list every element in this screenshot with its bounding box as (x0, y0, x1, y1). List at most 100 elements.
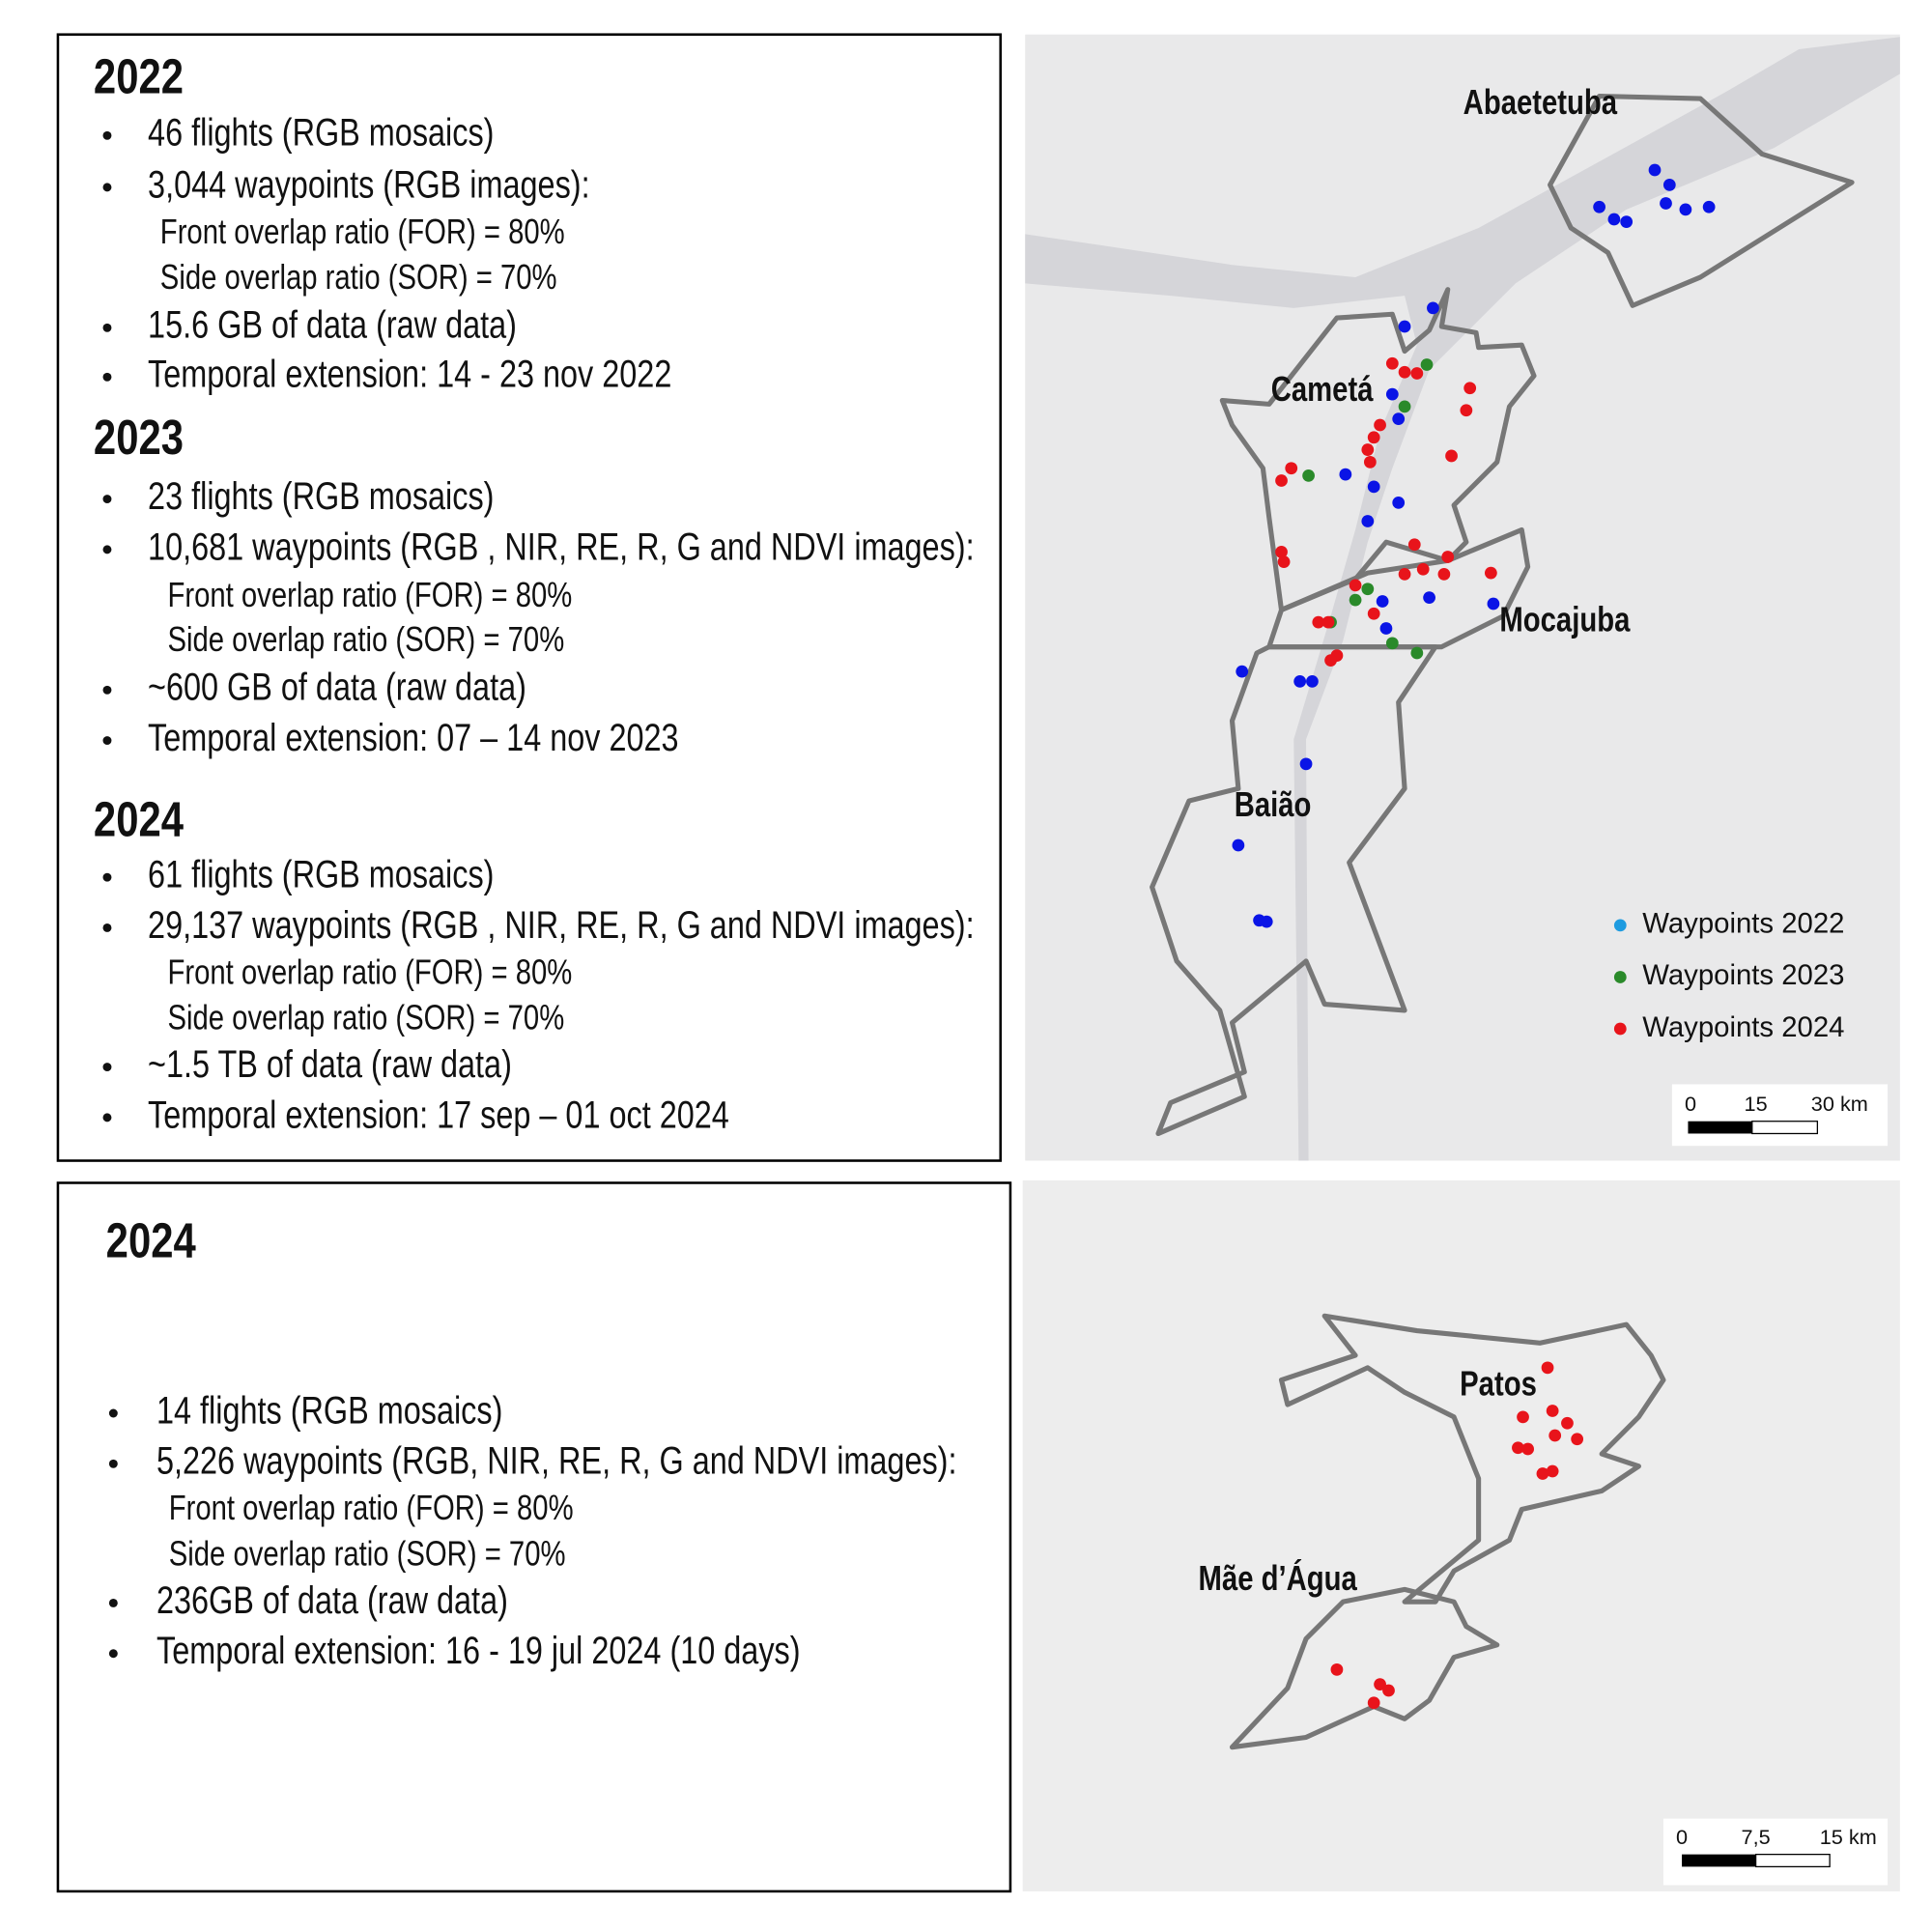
waypoint (1410, 367, 1424, 380)
scale-label: 0 (1676, 1825, 1688, 1849)
legend-label: Waypoints 2024 (1642, 1011, 1844, 1043)
waypoint (1392, 412, 1406, 426)
waypoint (1367, 480, 1380, 494)
bullet (108, 1459, 118, 1468)
list-item: Temporal extension: 07 – 14 nov 2023 (148, 716, 679, 759)
waypoint (1679, 203, 1692, 216)
list-item: Temporal extension: 17 sep – 01 oct 2024 (148, 1093, 729, 1136)
bullet (108, 1598, 118, 1607)
waypoint (1460, 404, 1473, 417)
legend-label: Waypoints 2022 (1642, 908, 1844, 940)
list-item: 14 flights (RGB mosaics) (156, 1388, 502, 1432)
bullet (102, 872, 112, 882)
bullet (102, 1063, 112, 1072)
item-detail: Side overlap ratio (SOR) = 70% (167, 998, 564, 1037)
boundary (1150, 644, 1438, 1137)
map-background (1025, 34, 1900, 1161)
waypoint (1648, 163, 1662, 177)
waypoint (1232, 838, 1245, 852)
waypoint (1236, 665, 1249, 678)
waypoint (1277, 555, 1291, 569)
text-box (56, 33, 1002, 1162)
waypoint (1275, 546, 1288, 558)
boundaries (1150, 93, 1855, 1750)
waypoint (1367, 431, 1380, 444)
bullet (102, 736, 112, 746)
waypoint (1660, 197, 1672, 210)
river (1025, 37, 1900, 1161)
boundary (1278, 1313, 1666, 1605)
waypoint (1379, 622, 1393, 635)
item-detail: Front overlap ratio (FOR) = 80% (169, 1488, 574, 1526)
waypoint (1593, 200, 1605, 213)
bullet (102, 923, 112, 932)
waypoint (1361, 443, 1375, 456)
waypoint (1512, 1441, 1524, 1455)
waypoint (1410, 646, 1424, 660)
scale-label: 15 km (1820, 1825, 1877, 1849)
boundary (1548, 93, 1855, 308)
waypoint (1437, 568, 1451, 581)
place-label: Abaetetuba (1463, 82, 1618, 121)
waypoint (1521, 1442, 1535, 1456)
list-item: 236GB of data (raw data) (156, 1578, 508, 1622)
waypoint (1561, 1416, 1574, 1430)
text-box (56, 1181, 1012, 1893)
waypoint (1385, 387, 1399, 401)
waypoint (1321, 615, 1335, 629)
waypoint (1275, 474, 1288, 487)
bullet (102, 130, 112, 140)
boundary (1229, 1586, 1500, 1750)
item-detail: Side overlap ratio (SOR) = 70% (169, 1534, 566, 1573)
waypoint (1392, 497, 1406, 509)
waypoint (1536, 1467, 1549, 1480)
waypoint (1398, 400, 1411, 413)
list-item: 15.6 GB of data (raw data) (148, 303, 517, 347)
waypoint (1441, 551, 1455, 563)
place-label: Mãe d’Água (1199, 1558, 1358, 1597)
place-label: Patos (1460, 1364, 1537, 1403)
waypoint (1302, 469, 1315, 482)
list-item: Temporal extension: 16 - 19 jul 2024 (10… (156, 1629, 801, 1672)
bullet (102, 1113, 112, 1122)
waypoint (1607, 213, 1621, 226)
waypoint (1330, 1662, 1344, 1676)
scale-label: 30 km (1811, 1092, 1868, 1116)
list-item: 3,044 waypoints (RGB images): (148, 162, 590, 206)
list-item: 23 flights (RGB mosaics) (148, 474, 494, 518)
waypoint (1293, 674, 1307, 688)
section-year: 2024 (106, 1213, 196, 1268)
waypoint (1407, 538, 1421, 552)
item-detail: Side overlap ratio (SOR) = 70% (160, 257, 557, 296)
list-item: ~1.5 TB of data (raw data) (148, 1042, 512, 1086)
waypoint (1620, 215, 1634, 228)
waypoint (1546, 1405, 1559, 1417)
waypoint (1324, 654, 1337, 668)
scale-label: 15 (1745, 1092, 1768, 1116)
scale-box (1662, 1818, 1889, 1886)
waypoint (1398, 365, 1411, 379)
bullet (102, 495, 112, 504)
list-item: 10,681 waypoints (RGB , NIR, RE, R, G an… (148, 525, 975, 568)
waypoints (1232, 163, 1716, 1710)
list-item: ~600 GB of data (raw data) (148, 666, 526, 709)
scale-bar (1754, 1854, 1831, 1868)
item-detail: Front overlap ratio (FOR) = 80% (167, 952, 572, 991)
scale-label: 7,5 (1742, 1825, 1771, 1849)
scale-bar (1682, 1854, 1756, 1867)
section-year: 2024 (94, 792, 184, 847)
waypoint (1571, 1433, 1584, 1446)
waypoint (1463, 382, 1477, 395)
list-item: 29,137 waypoints (RGB , NIR, RE, R, G an… (148, 903, 975, 947)
waypoint (1339, 468, 1352, 481)
list-item: 61 flights (RGB mosaics) (148, 853, 494, 896)
waypoint (1361, 582, 1375, 596)
scale-box (1671, 1084, 1889, 1147)
legend-swatch (1613, 971, 1627, 983)
place-label: Mocajuba (1499, 600, 1631, 639)
boundary (1219, 287, 1537, 612)
section-year: 2022 (94, 48, 184, 103)
waypoint (1260, 915, 1273, 928)
scale-bar (1751, 1121, 1819, 1135)
